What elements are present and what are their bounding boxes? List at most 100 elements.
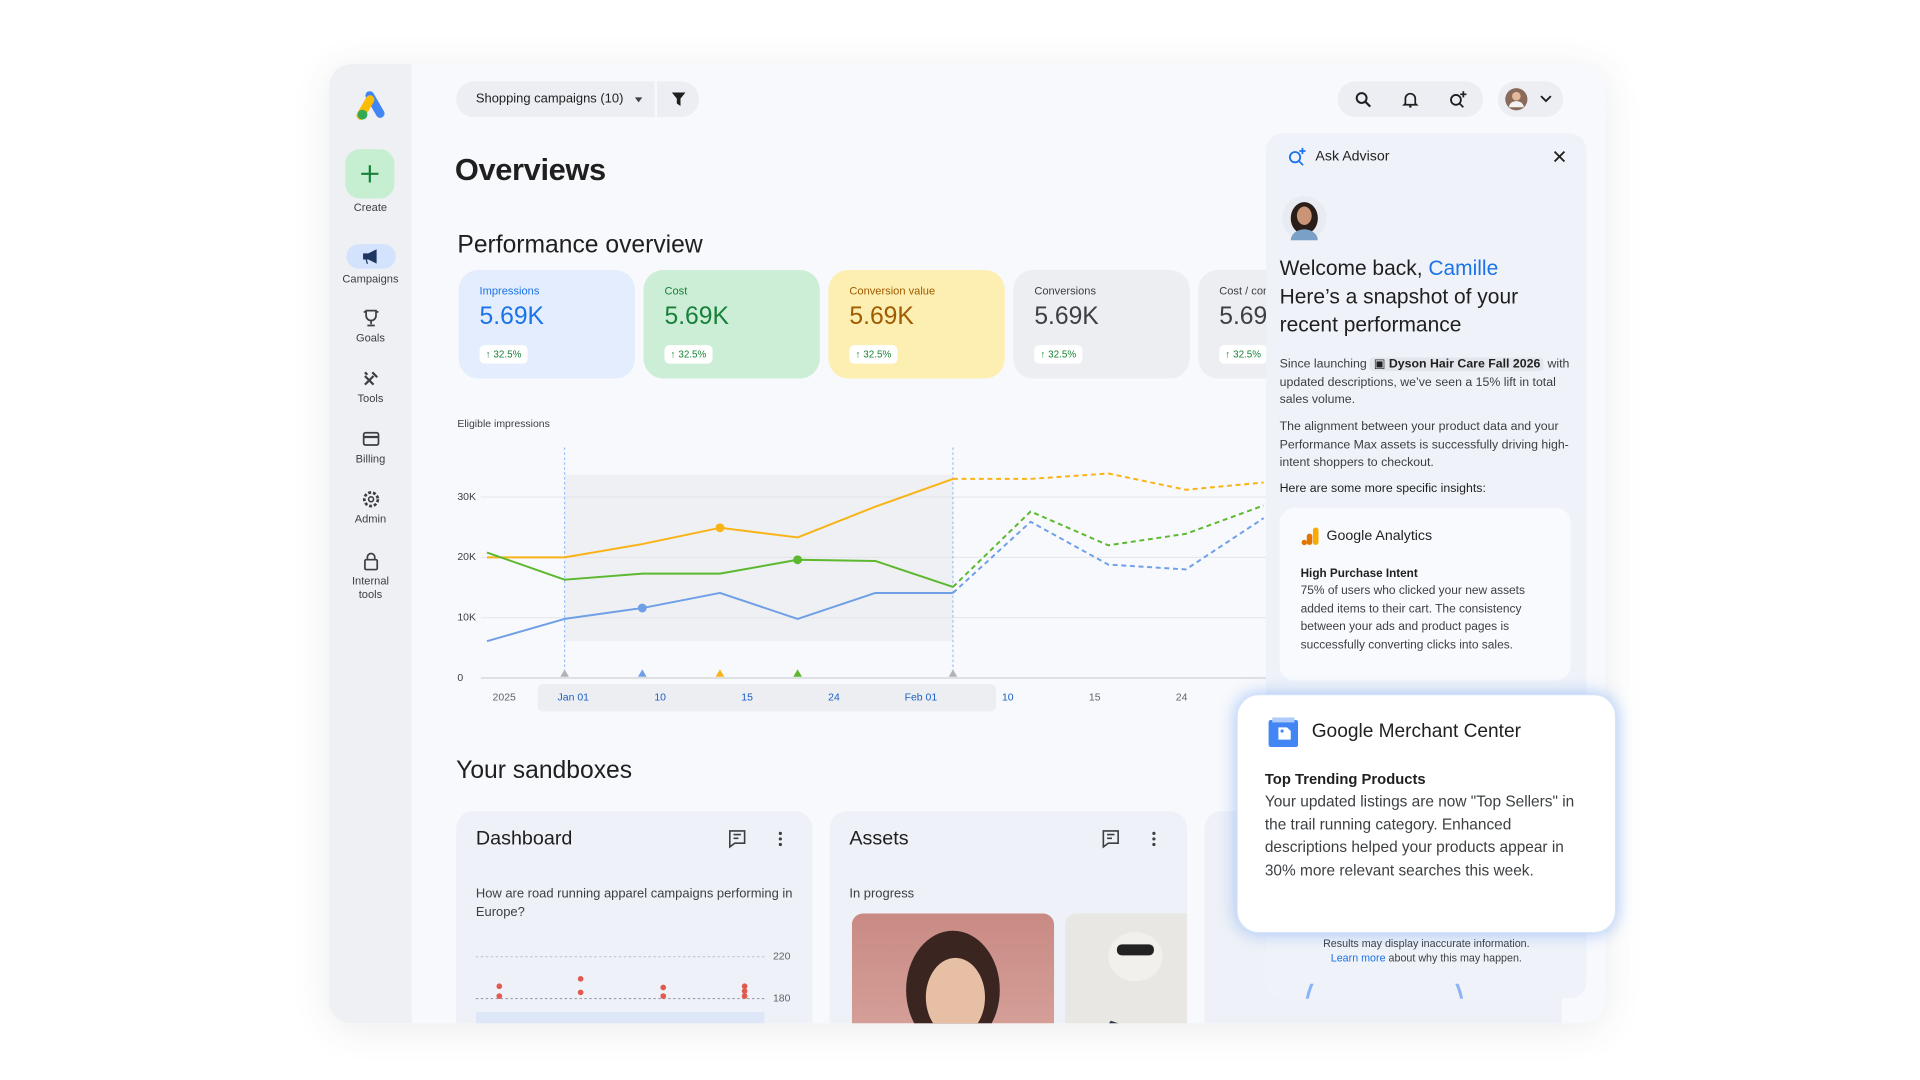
data-point [715,523,725,533]
x-tick-label: 24 [1176,693,1188,704]
create-label: Create [353,200,388,214]
data-point [793,555,803,565]
line-chart: Eligible impressions 0 10K 20K 30K 2025 Jan 0… [457,419,1267,712]
metric-value: 5.69K [1034,303,1099,331]
insight-title: High Purchase Intent [1300,567,1418,581]
campaigns-icon [345,244,396,269]
campaign-filter[interactable]: Shopping campaigns (10) [456,81,699,118]
greeting: Welcome back, [1279,256,1423,280]
metric-change: ↑ 32.5% [1219,345,1268,364]
up-arrow: ↑ [1040,348,1049,360]
mini-chart: 220 180 [475,951,791,1024]
nav-label: Goals [355,331,385,344]
y-axis-label: Eligible impressions [457,419,550,430]
x-tick-label: 15 [741,693,753,704]
series-line [486,591,953,643]
sandbox-card[interactable]: Dashboard How are road running apparel c… [456,811,813,1024]
metric-value: 5.69K [479,303,544,331]
campaign-chip[interactable]: ▣ Dyson Hair Care Fall 2026 [1370,357,1545,372]
create-button[interactable] [345,149,395,199]
dots [496,976,748,999]
tools-icon [363,371,378,386]
x-tick-label: Jan 01 [558,693,590,704]
y-tick-label: 10K [457,612,476,623]
bell-icon[interactable] [1402,91,1419,108]
metric-label: Conversion value [849,284,936,298]
insight-source: Google Analytics [1326,528,1433,544]
nav-label: Tools [357,392,384,405]
page-title: Overviews [454,152,606,188]
nav-item[interactable]: Admin [329,489,412,525]
insight-card: Google Merchant Center Top Trending Prod… [1236,694,1617,934]
metric-card[interactable]: Conversion value 5.69K ↑ 32.5% [828,269,1005,379]
asset-images [851,913,1188,1024]
event-marker [637,669,647,677]
metric-change: ↑ 32.5% [479,345,528,364]
x-tick-label: 15 [1089,693,1101,704]
account-menu[interactable] [1497,81,1564,118]
series-line [952,517,1265,594]
tick-label: 180 [773,993,791,1004]
nav-label: Admin [354,512,387,526]
nav-item[interactable]: Campaigns [329,244,412,285]
metric-value: 5.69K [664,303,729,331]
series-line [486,551,954,588]
card-title: Assets [849,828,909,850]
metric-label: Cost [664,284,688,298]
sandbox-card[interactable]: Assets In progress [829,811,1188,1024]
disclaimer-text: about why this may happen. [1388,951,1522,965]
event-marker [948,669,958,677]
change-value: 32.5% [1233,348,1262,360]
insight-title: Top Trending Products [1264,770,1426,788]
welcome-heading: Welcome back, Camille Here’s a snapshot … [1280,254,1576,339]
metric-card[interactable]: Conversions 5.69K ↑ 32.5% [1013,269,1190,379]
sidebar: Create Campaigns Goals Tools Billing Adm… [329,64,412,1024]
insight-card: Google Analytics High Purchase Intent 75… [1279,507,1571,681]
text: with updated descriptions, we’ve seen a … [1279,357,1570,407]
advisor-icon [1288,147,1306,166]
x-tick-label: 10 [1002,693,1014,704]
x-tick-label: 24 [828,693,840,704]
advisor-icon[interactable] [1449,90,1467,108]
panel-title: Ask Advisor [1315,149,1390,164]
metric-label: Impressions [479,284,540,298]
disclaimer-text: Results may display inaccurate informati… [1323,936,1530,950]
card-text: How are road running apparel campaigns p… [475,886,793,920]
logo[interactable] [356,91,388,121]
card-actions[interactable] [1102,828,1176,850]
metric-card[interactable]: Cost 5.69K ↑ 32.5% [643,269,820,379]
nav-item[interactable]: Internal tools [329,551,412,602]
nav-label: Internal tools [351,574,389,601]
billing-icon [362,431,379,446]
y-tick-label: 20K [457,552,476,563]
divider [654,81,658,118]
search-icon[interactable] [1355,91,1372,108]
nav-label: Campaigns [342,272,399,285]
card-title: Dashboard [475,828,573,850]
ga-logo [1301,527,1319,546]
heading: Here’s a snapshot of your recent perform… [1279,284,1519,337]
nav-item[interactable]: Billing [329,429,412,465]
close-button[interactable] [1553,150,1566,163]
metric-card[interactable]: Impressions 5.69K ↑ 32.5% [458,269,635,379]
card-actions[interactable] [729,828,803,850]
nav-item[interactable]: Goals [329,308,412,344]
change-value: 32.5% [1048,348,1077,360]
change-value: 32.5% [863,348,892,360]
x-tick-label: 2025 [493,693,516,704]
merchant-logo [1268,717,1299,748]
up-arrow: ↑ [1225,348,1234,360]
period-label-band [537,684,997,712]
intro-text: Since launching ▣ Dyson Hair Care Fall 2… [1280,356,1576,410]
metric-change: ↑ 32.5% [664,345,713,364]
event-marker [715,669,725,677]
filter-icon[interactable] [671,91,687,107]
learn-more-link[interactable]: Learn more [1330,951,1386,965]
avatar [1505,88,1552,111]
metric-change: ↑ 32.5% [849,345,898,364]
up-arrow: ↑ [485,348,494,360]
nav-item[interactable]: Tools [329,369,412,405]
